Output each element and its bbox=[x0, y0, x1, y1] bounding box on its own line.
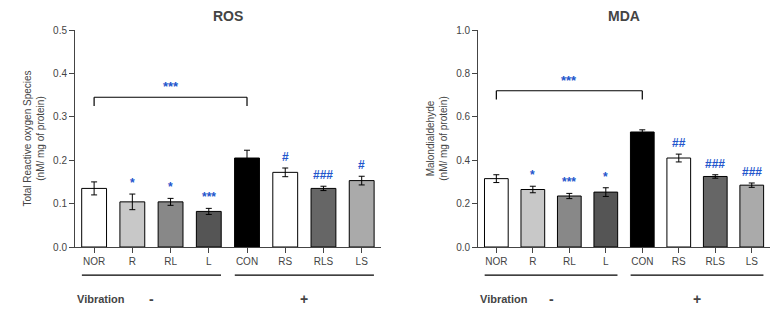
svg-text:CON: CON bbox=[236, 256, 258, 267]
svg-text:RLS: RLS bbox=[314, 256, 334, 267]
svg-text:MDA: MDA bbox=[608, 8, 640, 24]
svg-text:L: L bbox=[603, 256, 609, 267]
svg-text:R: R bbox=[529, 256, 536, 267]
svg-text:*: * bbox=[530, 168, 535, 182]
svg-text:1.0: 1.0 bbox=[456, 25, 470, 36]
svg-text:0.4: 0.4 bbox=[456, 155, 470, 166]
svg-text:RLS: RLS bbox=[706, 256, 726, 267]
svg-text:0.2: 0.2 bbox=[53, 155, 67, 166]
svg-text:###: ### bbox=[313, 168, 333, 182]
svg-text:Total Reactive oxygen Species(: Total Reactive oxygen Species(nM/ mg of … bbox=[22, 70, 46, 206]
svg-text:##: ## bbox=[672, 136, 686, 150]
svg-text:+: + bbox=[693, 291, 701, 307]
svg-text:0.3: 0.3 bbox=[53, 111, 67, 122]
svg-text:0.0: 0.0 bbox=[53, 242, 67, 253]
svg-text:RL: RL bbox=[563, 256, 576, 267]
svg-text:*: * bbox=[130, 176, 135, 190]
svg-text:*: * bbox=[603, 170, 608, 184]
svg-text:0.4: 0.4 bbox=[53, 68, 67, 79]
svg-text:RS: RS bbox=[278, 256, 292, 267]
svg-text:0.6: 0.6 bbox=[456, 111, 470, 122]
svg-text:LS: LS bbox=[746, 256, 759, 267]
svg-text:Malondialdehyde(nM/ mg of prot: Malondialdehyde(nM/ mg of protein) bbox=[425, 96, 449, 180]
svg-text:ROS: ROS bbox=[213, 8, 243, 24]
svg-text:*: * bbox=[168, 180, 173, 194]
svg-text:#: # bbox=[282, 150, 289, 164]
svg-text:NOR: NOR bbox=[83, 256, 105, 267]
svg-text:RL: RL bbox=[164, 256, 177, 267]
svg-text:0.8: 0.8 bbox=[456, 68, 470, 79]
svg-text:***: *** bbox=[163, 79, 179, 94]
svg-text:0.0: 0.0 bbox=[456, 242, 470, 253]
svg-text:#: # bbox=[358, 158, 365, 172]
svg-text:L: L bbox=[206, 256, 212, 267]
svg-text:NOR: NOR bbox=[485, 256, 507, 267]
svg-text:LS: LS bbox=[356, 256, 369, 267]
svg-text:***: *** bbox=[561, 73, 577, 88]
svg-text:R: R bbox=[129, 256, 136, 267]
svg-text:0.1: 0.1 bbox=[53, 198, 67, 209]
svg-text:+: + bbox=[300, 291, 308, 307]
svg-text:Vibration: Vibration bbox=[480, 293, 528, 305]
svg-text:Vibration: Vibration bbox=[77, 293, 125, 305]
svg-text:###: ### bbox=[742, 165, 762, 179]
svg-text:-: - bbox=[549, 291, 554, 307]
svg-text:***: *** bbox=[562, 175, 576, 189]
svg-text:###: ### bbox=[705, 157, 725, 171]
svg-text:RS: RS bbox=[672, 256, 686, 267]
svg-text:***: *** bbox=[202, 190, 216, 204]
svg-text:CON: CON bbox=[631, 256, 653, 267]
svg-text:0.5: 0.5 bbox=[53, 25, 67, 36]
svg-text:-: - bbox=[149, 291, 154, 307]
svg-text:0.2: 0.2 bbox=[456, 198, 470, 209]
